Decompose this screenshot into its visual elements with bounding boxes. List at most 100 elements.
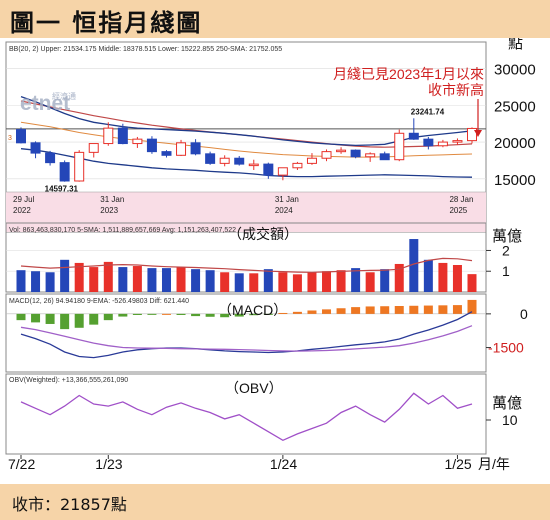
low-label: 14597.31 bbox=[45, 185, 79, 194]
candle-body bbox=[467, 127, 477, 142]
volume-panel-title: （成交額） bbox=[228, 226, 298, 242]
chart-area: 15000 20000 25000 30000 23241.74 14597.31 29 J… bbox=[5, 38, 536, 472]
macd-histogram-bar bbox=[351, 307, 361, 314]
macd-histogram-bar bbox=[205, 313, 215, 317]
volume-layer: 12 bbox=[6, 239, 510, 292]
volume-bar bbox=[31, 271, 41, 292]
obv-panel-title: （OBV） bbox=[225, 380, 283, 396]
candle-body bbox=[30, 142, 41, 154]
candle-body bbox=[176, 142, 187, 156]
volume-bar bbox=[161, 268, 171, 292]
volume-bar bbox=[220, 272, 230, 292]
macd-histogram-bar bbox=[161, 313, 171, 315]
macd-histogram-bar bbox=[380, 306, 390, 314]
macd-line bbox=[20, 311, 473, 359]
volume-bar bbox=[45, 272, 55, 292]
date-label: 2024 bbox=[275, 206, 293, 215]
macd-histogram-bar bbox=[89, 313, 99, 325]
macd-histogram-bar bbox=[31, 313, 41, 323]
candle-body bbox=[379, 153, 390, 161]
candle-body bbox=[234, 157, 245, 165]
volume-bar bbox=[74, 262, 84, 292]
macd-signal-line bbox=[20, 325, 473, 352]
candle-body bbox=[74, 151, 85, 182]
candle-body bbox=[263, 163, 274, 176]
volume-bar bbox=[365, 272, 375, 292]
bb-lower-line bbox=[20, 148, 473, 178]
volume-bar bbox=[409, 239, 419, 292]
volume-bar bbox=[394, 263, 404, 292]
candle-body bbox=[88, 143, 99, 153]
x-axis-label: 7/22 bbox=[8, 456, 35, 472]
candle-body bbox=[365, 153, 376, 158]
volume-bar bbox=[438, 262, 448, 292]
annotation-arrow-head bbox=[474, 130, 482, 137]
x-axis-label: 1/23 bbox=[95, 456, 122, 472]
macd-histogram-bar bbox=[336, 308, 346, 314]
price-tick-label: 20000 bbox=[494, 135, 536, 152]
candle-body bbox=[190, 142, 201, 155]
candle-body bbox=[205, 153, 216, 164]
macd-histogram-bar bbox=[278, 312, 288, 314]
price-tick-label: 25000 bbox=[494, 98, 536, 115]
macd-histogram-bar bbox=[191, 313, 201, 317]
volume-bar bbox=[336, 270, 346, 292]
candle-body bbox=[437, 141, 448, 147]
volume-tick-label: 2 bbox=[502, 242, 510, 258]
bb-upper-line bbox=[20, 95, 473, 147]
macd-histogram-bar bbox=[220, 313, 230, 318]
volume-tick-label: 1 bbox=[502, 263, 510, 279]
macd-tick-label: -1500 bbox=[488, 340, 524, 356]
price-left-marker: 3 bbox=[8, 135, 12, 142]
candle-body bbox=[306, 157, 317, 164]
volume-bar bbox=[380, 269, 390, 292]
price-layer: 15000 20000 25000 30000 23241.74 14597.31 29 J… bbox=[6, 62, 536, 215]
macd-histogram-bar bbox=[234, 313, 244, 317]
macd-histogram-bar bbox=[176, 313, 186, 315]
close-price-label: 收市：21857點 bbox=[12, 495, 127, 514]
volume-sma5-line bbox=[20, 257, 473, 273]
annotation-line-2: 收市新高 bbox=[428, 82, 484, 98]
obv-line bbox=[20, 392, 473, 442]
candle-body bbox=[408, 132, 419, 140]
candle-body bbox=[219, 157, 230, 164]
date-label: 29 Jul bbox=[13, 195, 35, 204]
volume-header: Vol: 863,463,830,170 5-SMA: 1,511,889,65… bbox=[9, 227, 236, 234]
price-tick-label: 15000 bbox=[494, 172, 536, 189]
volume-panel-frame bbox=[5, 222, 487, 293]
volume-bar bbox=[452, 265, 462, 292]
macd-histogram-bar bbox=[394, 306, 404, 314]
candle-body bbox=[350, 149, 361, 158]
obv-unit-label: 萬億 bbox=[492, 395, 522, 412]
date-label: 28 Jan bbox=[449, 195, 473, 204]
candle-body bbox=[59, 162, 70, 182]
volume-bar bbox=[16, 270, 26, 292]
macd-histogram-bar bbox=[147, 313, 157, 315]
candle-body bbox=[452, 140, 463, 143]
volume-bar bbox=[234, 273, 244, 292]
volume-bar bbox=[307, 272, 317, 292]
macd-tick-label: 0 bbox=[520, 306, 528, 322]
obv-tick-label: 10 bbox=[502, 412, 518, 428]
macd-panel-title: （MACD） bbox=[218, 302, 287, 318]
macd-histogram-bar bbox=[16, 313, 26, 321]
high-label: 23241.74 bbox=[411, 107, 445, 116]
volume-bar bbox=[322, 271, 332, 292]
macd-histogram-bar bbox=[60, 313, 70, 330]
watermark-small: 經濟通 bbox=[52, 91, 76, 101]
macd-histogram-bar bbox=[74, 313, 84, 328]
candle-body bbox=[248, 163, 259, 167]
price-tick-label: 30000 bbox=[494, 62, 536, 79]
watermark: etnet bbox=[20, 92, 70, 115]
candle-body bbox=[423, 138, 434, 147]
date-label: 31 Jan bbox=[100, 195, 124, 204]
candle-body bbox=[292, 162, 303, 169]
volume-bar bbox=[292, 274, 302, 292]
macd-histogram-bar bbox=[322, 309, 332, 314]
volume-bar bbox=[147, 268, 157, 292]
candle-body bbox=[336, 149, 347, 153]
macd-histogram-bar bbox=[307, 310, 317, 314]
volume-bar bbox=[467, 274, 477, 292]
obv-header: OBV(Weighted): +13,366,555,261,090 bbox=[9, 377, 128, 384]
